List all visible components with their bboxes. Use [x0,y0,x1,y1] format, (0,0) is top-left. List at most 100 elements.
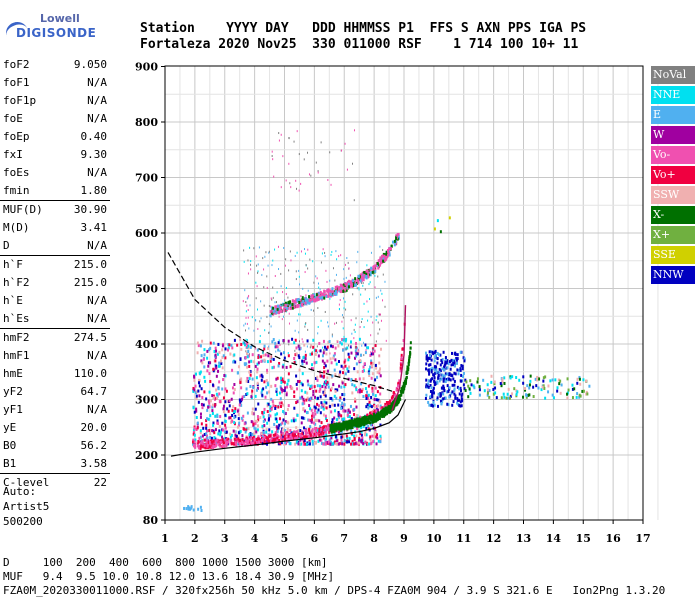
echo-cloud-point [303,248,305,251]
nnw-echo-point [444,357,447,361]
trace-point [314,298,317,302]
echo-cloud-point [319,288,321,291]
legend-item-sse: SSE [651,246,695,264]
echo-cloud-point [341,320,343,323]
trace-point [371,420,374,424]
echo-cloud-point [362,365,365,369]
echo-cloud-point [211,394,214,398]
echo-cloud-point [268,250,270,253]
echo-cloud-point [361,369,364,373]
echo-cloud-point [333,352,336,356]
nnw-echo-point [453,383,456,387]
echo-cloud-point [276,429,279,433]
echo-cloud-point [230,420,233,424]
trace-point [227,440,230,444]
echo-cloud-point [287,379,290,383]
echo-cloud-point [347,358,350,362]
echo-cloud-point [348,437,351,441]
echo-cloud-point [370,315,372,318]
echo-cloud-point [280,430,283,434]
nnw-echo-point [434,382,437,386]
echo-cloud-point [347,369,350,373]
echo-cloud-point [344,358,347,362]
trace-point [209,442,212,446]
echo-cloud-point [265,430,268,434]
echo-cloud-point [367,406,370,410]
echo-cloud-point [316,345,318,348]
far-echo-point [542,376,545,380]
echo-cloud-point [280,381,283,385]
echo-cloud-point [381,292,383,295]
far-echo-point [529,379,532,383]
echo-cloud-point [351,383,354,387]
echo-cloud-point [324,370,327,374]
trace-point [385,252,388,256]
echo-cloud-point [364,351,367,355]
param-label: C-level [3,476,50,489]
echo-cloud-point [219,415,222,419]
echo-cloud-point [197,378,200,382]
echo-cloud-point [312,442,315,446]
echo-cloud-point [237,442,240,446]
nnw-echo-point [433,376,436,380]
echo-cloud-point [237,423,240,427]
param-separator [0,255,110,256]
echo-cloud-point [331,374,334,378]
nnw-echo-point [438,370,441,374]
echo-cloud-point [192,438,195,442]
echo-cloud-point [358,390,361,394]
echo-cloud-point [313,309,315,312]
echo-cloud-point [257,402,260,406]
echo-cloud-point [350,377,353,381]
echo-cloud-point [279,350,281,353]
echo-cloud-point [263,304,265,307]
echo-cloud-point [314,395,317,399]
trace-point [335,427,338,431]
trace-point [212,446,215,450]
echo-cloud-point [276,301,278,304]
far-echo-point [493,382,496,386]
echo-cloud-point [268,417,271,421]
far-echo-point [500,396,503,400]
echo-cloud-point [315,349,318,353]
trace-point [274,433,277,437]
nnw-echo-point [439,394,442,398]
trace-point [294,430,297,434]
echo-cloud-point [192,428,195,432]
far-echo-point [486,393,489,397]
echo-cloud-point [309,346,311,349]
echo-cloud-point [276,412,279,416]
trace-point [319,432,322,436]
trace-point [204,446,207,450]
trace-point [329,428,332,432]
echo-cloud-point [279,344,281,347]
trace-point [321,296,324,300]
echo-cloud-point [374,363,377,367]
trace-point [192,444,195,448]
far-echo-point [566,377,569,381]
trace-point [272,309,275,313]
echo-cloud-point [194,442,197,446]
echo-cloud-point [360,426,363,430]
far-echo-point [554,378,557,382]
param-row: fxI 9.30 [0,146,110,164]
echo-cloud-point [346,436,349,440]
echo-cloud-point [283,441,286,445]
echo-cloud-point [295,278,297,281]
echo-cloud-point [368,403,371,407]
echo-cloud-point [245,338,247,341]
echo-cloud-point [282,403,285,407]
trace-point [373,415,376,419]
param-label: foE [3,112,23,125]
echo-cloud-point [333,368,336,372]
nnw-echo-point [431,377,434,381]
echo-cloud-point [244,329,246,332]
echo-cloud-point [274,413,277,417]
echo-cloud-point [322,407,325,411]
trace-point [282,437,285,441]
echo-cloud-point [290,419,293,423]
echo-cloud-point [283,380,286,384]
trace-point [301,432,304,436]
echo-cloud-point [199,344,202,348]
echo-cloud-point [204,379,207,383]
